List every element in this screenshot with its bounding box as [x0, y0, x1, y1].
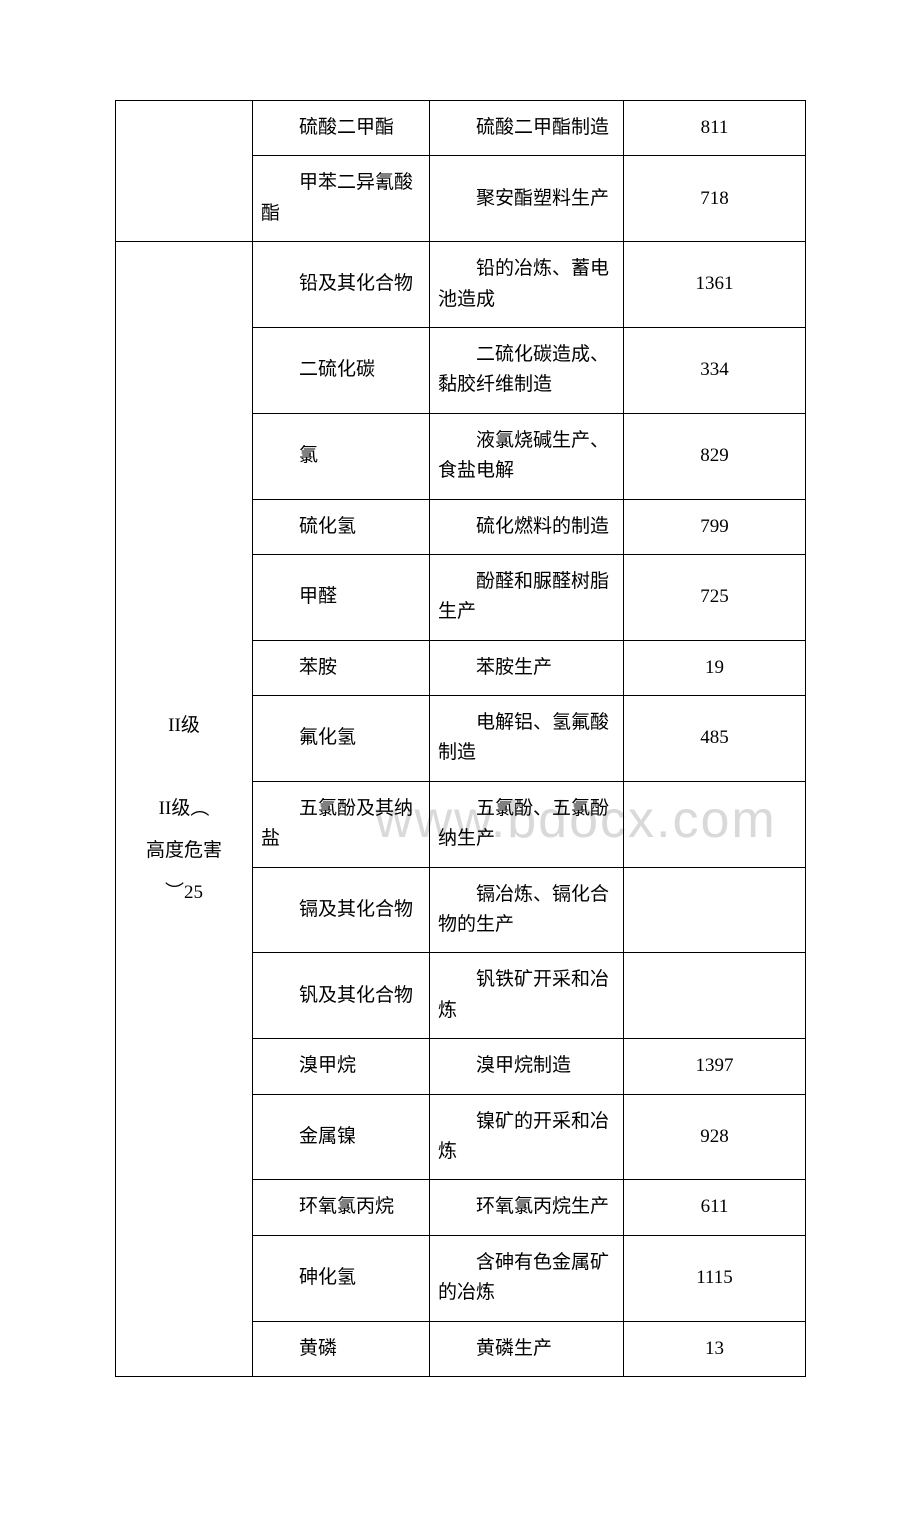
table-row: II级 II级︵ 高度危害 ︶25 铅及其化合物 铅的冶炼、蓄电池造成 1361: [116, 242, 806, 328]
industry-cell: 五氯酚、五氯酚纳生产: [430, 781, 624, 867]
industry-cell: 酚醛和脲醛树脂生产: [430, 554, 624, 640]
substance-cell: 砷化氢: [253, 1235, 430, 1321]
hazard-classification-table: 硫酸二甲酯 硫酸二甲酯制造 718 811 甲苯二异氰酸酯 聚安酯塑料生产 71…: [115, 100, 806, 1377]
value-cell: 811: [624, 101, 806, 156]
substance-cell: 铅及其化合物: [253, 242, 430, 328]
industry-cell: 电解铝、氢氟酸制造: [430, 696, 624, 782]
industry-cell: 液氯烧碱生产、食盐电解: [430, 413, 624, 499]
industry-cell: 铅的冶炼、蓄电池造成: [430, 242, 624, 328]
value-cell: 13: [624, 1321, 806, 1376]
industry-cell: 含砷有色金属矿的冶炼: [430, 1235, 624, 1321]
value-cell: 1361: [624, 242, 806, 328]
substance-cell: 钒及其化合物: [253, 953, 430, 1039]
value-cell: [624, 867, 806, 953]
value-cell: [624, 953, 806, 1039]
substance-cell: 黄磷: [253, 1321, 430, 1376]
value-cell: 485: [624, 696, 806, 782]
industry-cell: 硫化燃料的制造: [430, 499, 624, 554]
value-cell: 334: [624, 327, 806, 413]
substance-cell: 环氧氯丙烷: [253, 1180, 430, 1235]
category-label-2: II级︵: [159, 798, 210, 819]
category-cell-main: II级 II级︵ 高度危害 ︶25: [116, 242, 253, 1377]
value-cell: 1115: [624, 1235, 806, 1321]
value-cell: 725: [624, 554, 806, 640]
substance-cell: 氟化氢: [253, 696, 430, 782]
value-cell: 829: [624, 413, 806, 499]
industry-cell: 镉冶炼、镉化合物的生产: [430, 867, 624, 953]
category-label-3: 高度危害: [146, 840, 222, 861]
substance-cell: 镉及其化合物: [253, 867, 430, 953]
substance-cell: 硫酸二甲酯: [253, 101, 430, 156]
value-cell: 611: [624, 1180, 806, 1235]
industry-cell: 二硫化碳造成、黏胶纤维制造: [430, 327, 624, 413]
substance-cell: 金属镍: [253, 1094, 430, 1180]
substance-cell: 五氯酚及其纳盐: [253, 781, 430, 867]
value-cell: 19: [624, 640, 806, 695]
category-label-4: ︶25: [165, 882, 203, 903]
page-content: www.bdocx.com 硫酸二甲酯 硫酸二甲酯制造 718 811 甲苯二异…: [115, 100, 805, 1377]
substance-cell: 苯胺: [253, 640, 430, 695]
substance-cell: 甲醛: [253, 554, 430, 640]
industry-cell: 硫酸二甲酯制造: [430, 101, 624, 156]
industry-cell: 聚安酯塑料生产: [430, 156, 624, 242]
industry-cell: 苯胺生产: [430, 640, 624, 695]
substance-cell: 二硫化碳: [253, 327, 430, 413]
table-row: 硫酸二甲酯 硫酸二甲酯制造 718 811: [116, 101, 806, 156]
value-cell: 928: [624, 1094, 806, 1180]
value-cell: 799: [624, 499, 806, 554]
category-label-1: II级: [168, 715, 200, 736]
substance-cell: 氯: [253, 413, 430, 499]
industry-cell: 镍矿的开采和冶炼: [430, 1094, 624, 1180]
substance-cell: 甲苯二异氰酸酯: [253, 156, 430, 242]
value-cell: 718: [624, 156, 806, 242]
substance-cell: 硫化氢: [253, 499, 430, 554]
industry-cell: 溴甲烷制造: [430, 1039, 624, 1094]
industry-cell: 钒铁矿开采和冶炼: [430, 953, 624, 1039]
industry-cell: 环氧氯丙烷生产: [430, 1180, 624, 1235]
value-cell: 1397: [624, 1039, 806, 1094]
category-cell-empty: [116, 101, 253, 242]
substance-cell: 溴甲烷: [253, 1039, 430, 1094]
value-cell: [624, 781, 806, 867]
industry-cell: 黄磷生产: [430, 1321, 624, 1376]
